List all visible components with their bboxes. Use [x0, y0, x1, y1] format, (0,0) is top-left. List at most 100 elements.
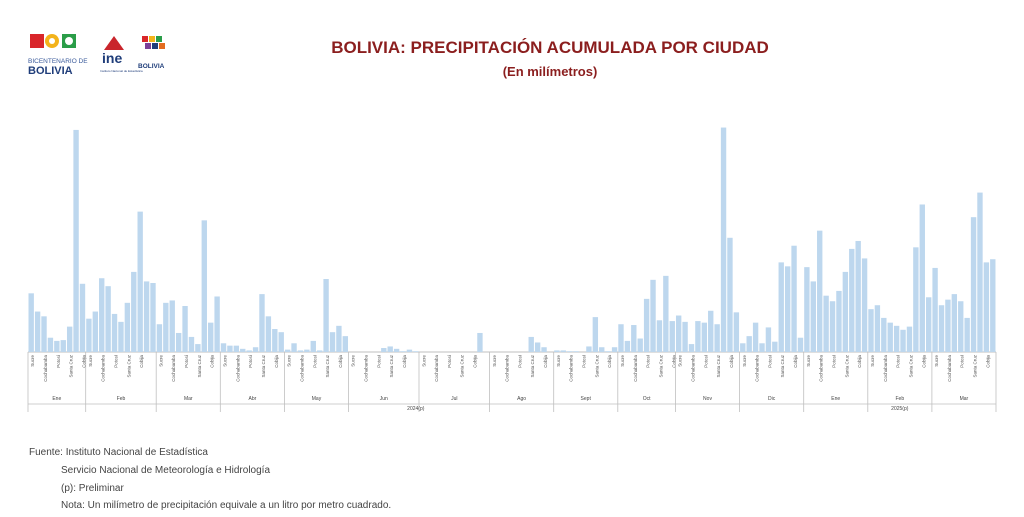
city-tick-label: Cochabamba [505, 355, 510, 382]
year-label: 2025(p) [891, 406, 909, 412]
bar [958, 301, 964, 352]
city-tick-label: Potosí [960, 354, 965, 368]
bar [970, 217, 977, 352]
month-label: Mar [960, 396, 969, 402]
bar [913, 247, 919, 352]
bar [143, 281, 150, 352]
bar [406, 349, 413, 352]
month-label: Feb [895, 396, 904, 402]
bar [86, 318, 92, 352]
bar [105, 286, 111, 352]
city-tick-label: Sucre [158, 355, 163, 367]
bar [92, 311, 98, 352]
city-tick-label: Cobija [729, 355, 734, 368]
bar [99, 278, 105, 352]
bar [381, 348, 387, 352]
bar [278, 332, 284, 352]
bar [926, 297, 932, 352]
bar [752, 322, 759, 352]
bar [259, 294, 265, 352]
bar [201, 220, 207, 352]
precipitation-chart: Sucre Cochabamba Potosí Santa Cruz Cobija Ene… [27, 127, 997, 412]
city-tick-label: Santa Cruz [389, 354, 394, 377]
city-tick-label: Cobija [402, 355, 407, 368]
bar [829, 301, 836, 352]
bar [54, 340, 60, 352]
bar [169, 300, 175, 352]
bar [150, 283, 156, 352]
city-tick-label: Cobija [985, 355, 990, 368]
year-label: 2024(p) [407, 406, 425, 412]
bar [605, 351, 611, 352]
bar [900, 329, 906, 352]
city-tick-label: Cochabamba [235, 355, 240, 382]
bar [663, 275, 669, 352]
bar [983, 262, 990, 352]
month-label: Sept [581, 396, 592, 402]
city-tick-label: Cochabamba [633, 355, 638, 382]
city-tick-label: Sucre [678, 355, 683, 367]
chart-subtitle: (En milímetros) [502, 64, 598, 79]
footer-note: Nota: Un milímetro de precipitación equi… [61, 500, 392, 511]
city-tick-label: Santa Cruz [197, 354, 202, 377]
city-tick-label: Cobija [139, 355, 144, 368]
city-tick-label: Cochabamba [569, 355, 574, 382]
bar [592, 317, 599, 352]
bar [842, 271, 849, 352]
bar [759, 343, 765, 352]
city-tick-label: Cochabamba [819, 355, 824, 382]
logo2-text: ine [102, 50, 122, 66]
institutional-logos: BICENTENARIO DE BOLIVIA ine Instituto Na… [28, 34, 165, 77]
bar [246, 350, 252, 352]
bar [887, 322, 893, 352]
bar [284, 349, 291, 352]
city-tick-label: Potosí [376, 354, 381, 368]
bar [893, 325, 900, 352]
city-tick-label: Potosí [646, 354, 651, 368]
bar [240, 348, 246, 352]
city-tick-label: Cobija [82, 355, 87, 368]
month-label: Dic [768, 396, 776, 402]
bar [720, 127, 727, 352]
bar [208, 322, 214, 352]
bar [618, 324, 624, 352]
bar [906, 326, 913, 352]
city-tick-label: Santa Cruz [126, 354, 131, 377]
logos-group: BICENTENARIO DE BOLIVIA ine Instituto Na… [26, 30, 176, 80]
bar [195, 344, 201, 352]
bar [567, 351, 573, 352]
bar [554, 350, 560, 352]
bar [682, 321, 688, 352]
city-tick-label: Potosí [703, 354, 708, 368]
month-label: Abr [249, 396, 257, 402]
city-tick-label: Sucre [492, 355, 497, 367]
city-tick-label: Cochabamba [947, 355, 952, 382]
bar [175, 332, 182, 352]
bar [868, 309, 874, 352]
bar [990, 259, 996, 352]
city-tick-label: Cobija [210, 355, 215, 368]
bar [791, 245, 797, 352]
bar [695, 321, 701, 352]
bar [336, 325, 342, 352]
bar [599, 347, 605, 352]
bar [66, 326, 73, 352]
city-tick-label: Sucre [351, 355, 356, 367]
bar [137, 211, 143, 352]
city-tick-label: Cochabamba [434, 355, 439, 382]
bar [881, 317, 887, 352]
bar [746, 336, 752, 352]
bar [945, 299, 951, 352]
city-tick-label: Sucre [620, 355, 625, 367]
city-tick-label: Cochabamba [300, 355, 305, 382]
bar [631, 325, 637, 352]
month-label: Nov [703, 396, 712, 402]
city-tick-label: Santa Cruz [780, 354, 785, 377]
city-tick-label: Sucre [870, 355, 875, 367]
city-tick-label: Potosí [896, 354, 901, 368]
city-tick-label: Sucre [287, 355, 292, 367]
city-tick-label: Sucre [934, 355, 939, 367]
bar [118, 321, 124, 352]
city-tick-label: Sucre [806, 355, 811, 367]
bar [611, 347, 618, 352]
